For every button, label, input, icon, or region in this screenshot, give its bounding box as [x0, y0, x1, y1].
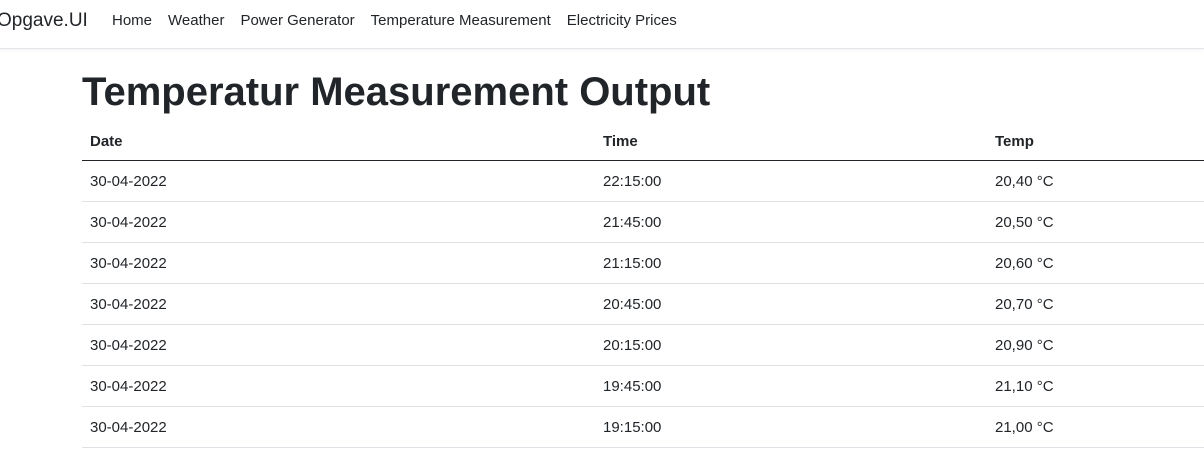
- cell-temp: 20,40 °C: [987, 160, 1204, 202]
- nav-link-weather[interactable]: Weather: [168, 12, 225, 29]
- cell-date: 30-04-2022: [82, 201, 595, 243]
- cell-temp: 21,00 °C: [987, 406, 1204, 448]
- nav-link-home[interactable]: Home: [112, 12, 153, 29]
- cell-date: 30-04-2022: [82, 324, 595, 366]
- nav-links: Home Weather Power Generator Temperature…: [112, 11, 677, 31]
- table-row: 30-04-2022 19:45:00 21,10 °C: [82, 365, 1204, 407]
- cell-time: 20:15:00: [595, 324, 987, 366]
- table-row: 30-04-2022 19:15:00 21,00 °C: [82, 406, 1204, 448]
- cell-time: 22:15:00: [595, 160, 987, 202]
- cell-temp: 21,10 °C: [987, 365, 1204, 407]
- page-title: Temperatur Measurement Output: [82, 70, 711, 114]
- table-row: 30-04-2022 20:15:00 20,90 °C: [82, 324, 1204, 366]
- cell-time: 19:15:00: [595, 406, 987, 448]
- table-row: 30-04-2022 20:45:00 20,70 °C: [82, 283, 1204, 325]
- nav-link-temperature-measurement[interactable]: Temperature Measurement: [370, 12, 551, 29]
- table-header: Date Time Temp: [82, 122, 1204, 161]
- column-header-temp: Temp: [987, 122, 1204, 161]
- cell-date: 30-04-2022: [82, 365, 595, 407]
- cell-time: 20:45:00: [595, 283, 987, 325]
- cell-time: 21:45:00: [595, 201, 987, 243]
- cell-date: 30-04-2022: [82, 242, 595, 284]
- column-header-time: Time: [595, 122, 987, 161]
- cell-date: 30-04-2022: [82, 160, 595, 202]
- table-header-row: Date Time Temp: [82, 122, 1204, 161]
- table-row: 30-04-2022 21:45:00 20,50 °C: [82, 201, 1204, 243]
- cell-date: 30-04-2022: [82, 283, 595, 325]
- cell-date: 30-04-2022: [82, 406, 595, 448]
- nav-link-power-generator[interactable]: Power Generator: [240, 12, 355, 29]
- cell-temp: 20,70 °C: [987, 283, 1204, 325]
- cell-temp: 20,90 °C: [987, 324, 1204, 366]
- temperature-table: Date Time Temp 30-04-2022 22:15:00 20,40…: [82, 122, 1204, 448]
- cell-time: 21:15:00: [595, 242, 987, 284]
- column-header-date: Date: [82, 122, 595, 161]
- cell-time: 19:45:00: [595, 365, 987, 407]
- cell-temp: 20,50 °C: [987, 201, 1204, 243]
- cell-temp: 20,60 °C: [987, 242, 1204, 284]
- table-body: 30-04-2022 22:15:00 20,40 °C 30-04-2022 …: [82, 160, 1204, 448]
- table-row: 30-04-2022 22:15:00 20,40 °C: [82, 160, 1204, 202]
- nav-link-electricity-prices[interactable]: Electricity Prices: [566, 12, 677, 29]
- top-navbar: Opgave.UI Home Weather Power Generator T…: [0, 0, 1204, 49]
- brand-link[interactable]: Opgave.UI: [0, 10, 88, 31]
- table-row: 30-04-2022 21:15:00 20,60 °C: [82, 242, 1204, 284]
